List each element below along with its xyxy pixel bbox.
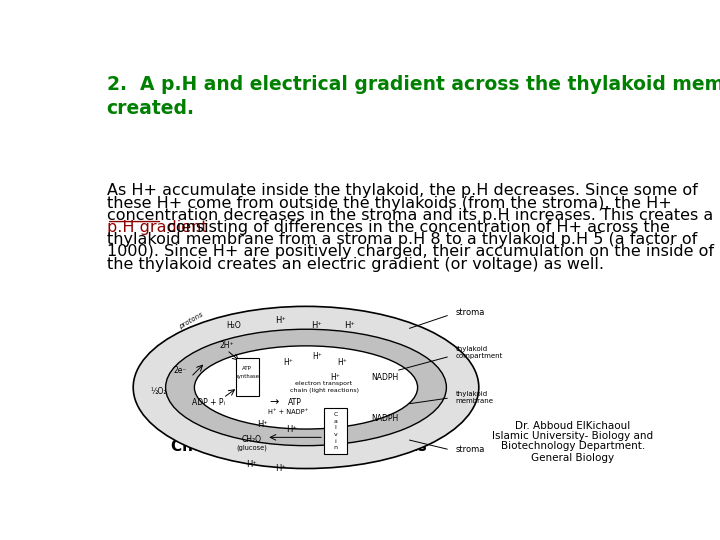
Text: H₂O: H₂O [227, 321, 241, 329]
Text: the thylakoid creates an electric gradient (or voltage) as well.: the thylakoid creates an electric gradie… [107, 256, 604, 272]
Text: C: C [333, 412, 338, 417]
Text: Dr. Abboud ElKichaoul: Dr. Abboud ElKichaoul [515, 421, 630, 431]
Text: Islamic University- Biology and: Islamic University- Biology and [492, 431, 653, 441]
Text: CH₂O: CH₂O [242, 435, 262, 444]
Text: H⁺: H⁺ [286, 424, 297, 434]
Text: Chemiosmosis in Chloroplasts: Chemiosmosis in Chloroplasts [171, 438, 427, 454]
Text: H⁺: H⁺ [312, 352, 322, 361]
Text: Biotechnology Department.: Biotechnology Department. [500, 441, 645, 451]
Text: stroma: stroma [456, 446, 485, 454]
Text: 2e⁻: 2e⁻ [174, 366, 186, 375]
Text: H⁺: H⁺ [337, 358, 347, 367]
Text: H⁺ + NADP⁺: H⁺ + NADP⁺ [268, 409, 308, 415]
Text: p.H gradient: p.H gradient [107, 220, 207, 235]
Text: ½O₂: ½O₂ [150, 387, 166, 396]
Text: H⁺: H⁺ [330, 373, 340, 382]
Text: concentration decreases in the stroma and its p.H increases. This creates a: concentration decreases in the stroma an… [107, 208, 713, 222]
Ellipse shape [166, 329, 446, 445]
Text: chain (light reactions): chain (light reactions) [289, 388, 359, 393]
Text: H⁺: H⁺ [275, 316, 287, 326]
Bar [324, 408, 348, 454]
Text: ATP: ATP [288, 397, 302, 407]
Text: ADP + Pᵢ: ADP + Pᵢ [192, 397, 225, 407]
Ellipse shape [133, 306, 479, 469]
Text: protons: protons [178, 312, 204, 330]
Text: consisting of differences in the concentration of H+ across the: consisting of differences in the concent… [162, 220, 670, 235]
Text: NADPH: NADPH [372, 373, 399, 382]
Text: General Biology: General Biology [531, 453, 614, 463]
Text: As H+ accumulate inside the thylakoid, the p.H decreases. Since some of: As H+ accumulate inside the thylakoid, t… [107, 183, 698, 198]
Text: these H+ come from outside the thylakoids (from the stroma), the H+: these H+ come from outside the thylakoid… [107, 195, 672, 211]
Text: 2.  A p.H and electrical gradient across the thylakoid membrane is
created.: 2. A p.H and electrical gradient across … [107, 75, 720, 118]
Text: synthase: synthase [235, 374, 259, 379]
Text: (glucose): (glucose) [237, 444, 267, 451]
Text: H⁺: H⁺ [246, 460, 258, 469]
Text: v: v [333, 432, 338, 437]
Ellipse shape [194, 346, 418, 429]
Text: H⁺: H⁺ [343, 321, 355, 329]
Text: ATP: ATP [243, 366, 252, 371]
Text: i: i [335, 438, 336, 443]
Text: H⁺: H⁺ [283, 358, 293, 367]
Text: →: → [269, 397, 279, 407]
Text: thylakoid
membrane: thylakoid membrane [456, 392, 493, 404]
Text: l: l [335, 426, 336, 430]
Text: electron transport: electron transport [295, 381, 353, 386]
Text: H⁺: H⁺ [275, 464, 287, 473]
Text: thylakoid
compartment: thylakoid compartment [456, 346, 503, 359]
Text: thylakoid membrane from a stroma p.H 8 to a thylakoid p.H 5 (a factor of: thylakoid membrane from a stroma p.H 8 t… [107, 232, 697, 247]
Text: 2H⁺: 2H⁺ [220, 341, 234, 350]
Text: 1000). Since H+ are positively charged, their accumulation on the inside of: 1000). Since H+ are positively charged, … [107, 245, 714, 259]
Text: H⁺: H⁺ [257, 420, 269, 429]
Text: stroma: stroma [456, 308, 485, 317]
Text: a: a [333, 418, 338, 423]
Text: H⁺: H⁺ [311, 321, 323, 329]
Text: n: n [333, 446, 338, 450]
Text: NADPH: NADPH [372, 414, 399, 423]
Bar [236, 359, 259, 396]
